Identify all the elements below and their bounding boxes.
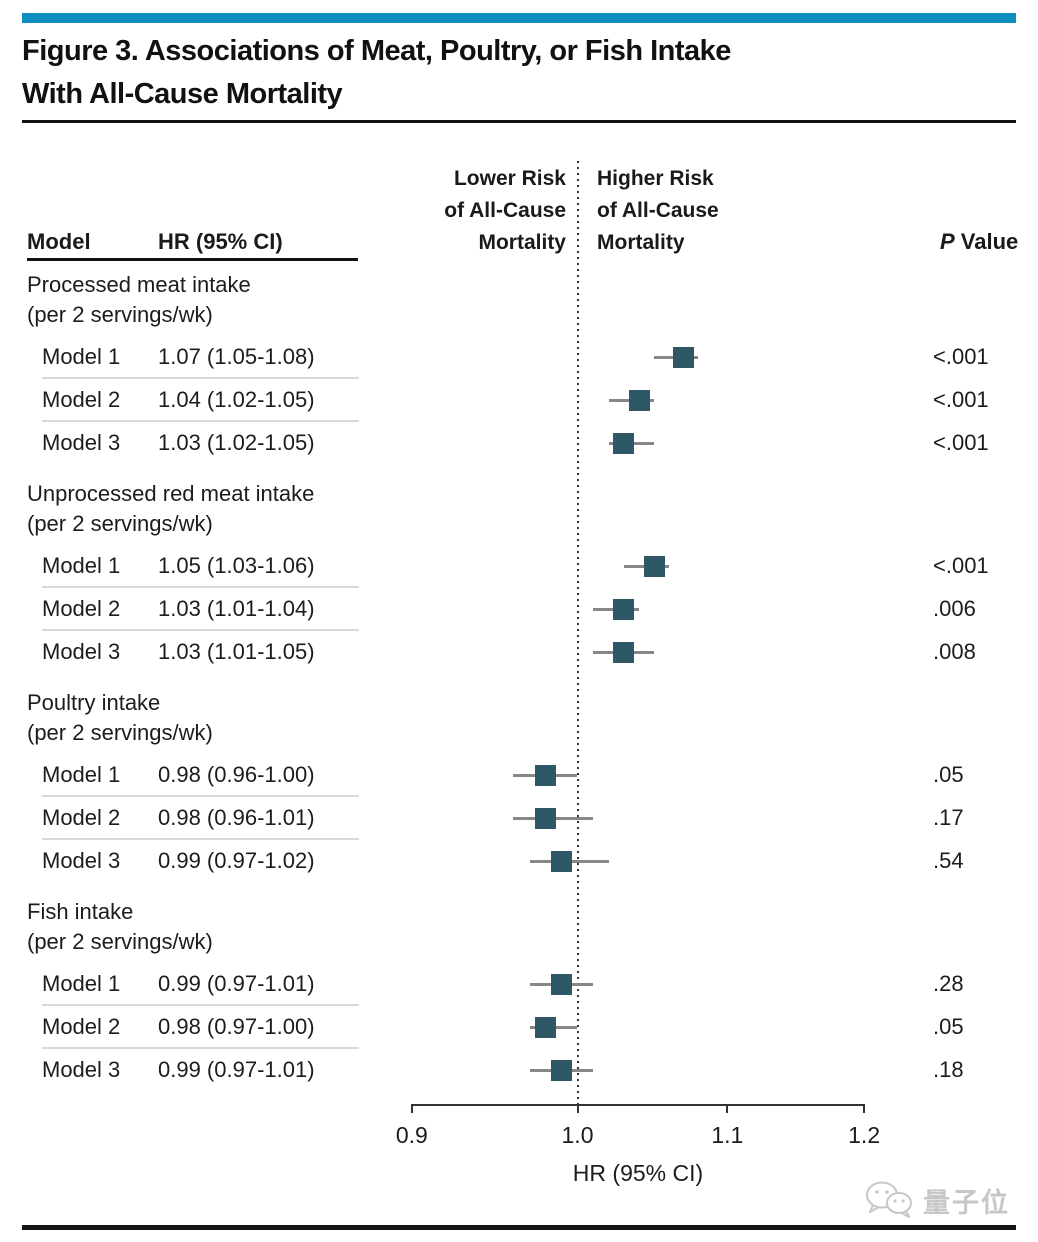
p-value: .006 bbox=[933, 596, 976, 621]
hr-ci-value: 0.99 (0.97-1.01) bbox=[158, 971, 315, 996]
hr-marker bbox=[551, 1059, 573, 1081]
hr-marker bbox=[551, 973, 573, 995]
watermark-text: 量子位 bbox=[923, 1187, 1010, 1218]
top-accent-bar bbox=[22, 13, 1016, 23]
row-separator bbox=[42, 795, 359, 797]
reference-line-1.0 bbox=[577, 161, 579, 1104]
higher-risk-header: Higher Risk of All-Cause Mortality bbox=[597, 163, 817, 259]
x-axis-tick-label: 1.0 bbox=[561, 1122, 594, 1148]
model-label: Model 1 bbox=[42, 344, 121, 369]
p-value: .18 bbox=[933, 1057, 964, 1082]
hr-marker bbox=[613, 641, 635, 663]
group-label: Poultry intake bbox=[27, 690, 161, 715]
p-value: .008 bbox=[933, 639, 976, 664]
lower-risk-line2: of All-Cause bbox=[444, 199, 566, 222]
row-separator bbox=[42, 1047, 359, 1049]
hr-ci-value: 0.99 (0.97-1.01) bbox=[158, 1057, 315, 1082]
hr-ci-value: 0.98 (0.96-1.00) bbox=[158, 762, 315, 787]
group-sublabel: (per 2 servings/wk) bbox=[27, 511, 213, 536]
hr-ci-value: 0.98 (0.96-1.01) bbox=[158, 805, 315, 830]
title-divider bbox=[22, 120, 1016, 123]
higher-risk-line3: Mortality bbox=[597, 231, 685, 254]
p-value: .05 bbox=[933, 1014, 964, 1039]
model-label: Model 2 bbox=[42, 596, 121, 621]
hr-marker bbox=[535, 764, 557, 786]
x-axis-tick-label: 1.2 bbox=[848, 1122, 881, 1148]
group-sublabel: (per 2 servings/wk) bbox=[27, 929, 213, 954]
group-label: Unprocessed red meat intake bbox=[27, 481, 315, 506]
hr-marker bbox=[535, 1016, 557, 1038]
group-sublabel: (per 2 servings/wk) bbox=[27, 302, 213, 327]
x-axis-tick bbox=[863, 1104, 866, 1113]
model-label: Model 2 bbox=[42, 805, 121, 830]
hr-ci-value: 1.03 (1.01-1.05) bbox=[158, 639, 315, 664]
wechat-chat-bubbles-icon bbox=[866, 1181, 912, 1218]
model-label: Model 1 bbox=[42, 971, 121, 996]
hr-ci-value: 1.03 (1.02-1.05) bbox=[158, 430, 315, 455]
hr-ci-value: 1.03 (1.01-1.04) bbox=[158, 596, 315, 621]
group-sublabel: (per 2 servings/wk) bbox=[27, 720, 213, 745]
figure-title-line2: With All-Cause Mortality bbox=[22, 78, 343, 110]
group-label: Processed meat intake bbox=[27, 272, 251, 297]
hr-marker bbox=[535, 807, 557, 829]
row-separator bbox=[42, 1004, 359, 1006]
column-header-underline bbox=[27, 258, 358, 261]
p-value: <.001 bbox=[933, 344, 989, 369]
hr-marker bbox=[613, 598, 635, 620]
model-label: Model 3 bbox=[42, 848, 121, 873]
p-italic: P bbox=[940, 229, 955, 254]
hr-ci-value: 1.07 (1.05-1.08) bbox=[158, 344, 315, 369]
p-value: .28 bbox=[933, 971, 964, 996]
model-column-header: Model bbox=[27, 229, 91, 254]
hr-marker bbox=[551, 850, 573, 872]
hr-ci-value: 1.04 (1.02-1.05) bbox=[158, 387, 315, 412]
p-value: .05 bbox=[933, 762, 964, 787]
hr-ci-value: 1.05 (1.03-1.06) bbox=[158, 553, 315, 578]
model-label: Model 3 bbox=[42, 639, 121, 664]
p-value: <.001 bbox=[933, 553, 989, 578]
model-label: Model 2 bbox=[42, 1014, 121, 1039]
x-axis-tick bbox=[410, 1104, 413, 1113]
x-axis-tick-label: 0.9 bbox=[395, 1122, 428, 1148]
model-label: Model 1 bbox=[42, 553, 121, 578]
bottom-divider bbox=[22, 1225, 1016, 1230]
lower-risk-line3: Mortality bbox=[478, 231, 566, 254]
hr-marker bbox=[613, 432, 635, 454]
p-value: .17 bbox=[933, 805, 964, 830]
row-separator bbox=[42, 377, 359, 379]
hr-ci-value: 0.98 (0.97-1.00) bbox=[158, 1014, 315, 1039]
model-label: Model 3 bbox=[42, 1057, 121, 1082]
row-separator bbox=[42, 586, 359, 588]
hr-marker bbox=[673, 346, 695, 368]
x-axis-title: HR (95% CI) bbox=[572, 1160, 704, 1186]
model-label: Model 3 bbox=[42, 430, 121, 455]
hr-marker bbox=[628, 389, 650, 411]
row-separator bbox=[42, 420, 359, 422]
x-axis-tick bbox=[576, 1104, 579, 1113]
x-axis-tick bbox=[726, 1104, 729, 1113]
row-separator bbox=[42, 629, 359, 631]
higher-risk-line1: Higher Risk bbox=[597, 167, 714, 190]
model-label: Model 1 bbox=[42, 762, 121, 787]
x-axis-tick-label: 1.1 bbox=[711, 1122, 744, 1148]
watermark: 量子位 bbox=[863, 1178, 1010, 1222]
model-label: Model 2 bbox=[42, 387, 121, 412]
higher-risk-line2: of All-Cause bbox=[597, 199, 719, 222]
lower-risk-header: Lower Risk of All-Cause Mortality bbox=[346, 163, 566, 259]
hr-ci-value: 0.99 (0.97-1.02) bbox=[158, 848, 315, 873]
figure-title-line1: Figure 3. Associations of Meat, Poultry,… bbox=[22, 35, 731, 67]
p-rest: Value bbox=[954, 229, 1019, 254]
p-value: .54 bbox=[933, 848, 964, 873]
x-axis-line bbox=[411, 1104, 865, 1106]
p-value: <.001 bbox=[933, 430, 989, 455]
p-value-column-header: P Value bbox=[940, 229, 1018, 255]
hr-marker bbox=[643, 555, 665, 577]
row-separator bbox=[42, 838, 359, 840]
lower-risk-line1: Lower Risk bbox=[453, 167, 566, 190]
figure-title: Figure 3. Associations of Meat, Poultry,… bbox=[22, 30, 982, 116]
p-value: <.001 bbox=[933, 387, 989, 412]
group-label: Fish intake bbox=[27, 899, 134, 924]
hr-column-header: HR (95% CI) bbox=[158, 229, 283, 254]
